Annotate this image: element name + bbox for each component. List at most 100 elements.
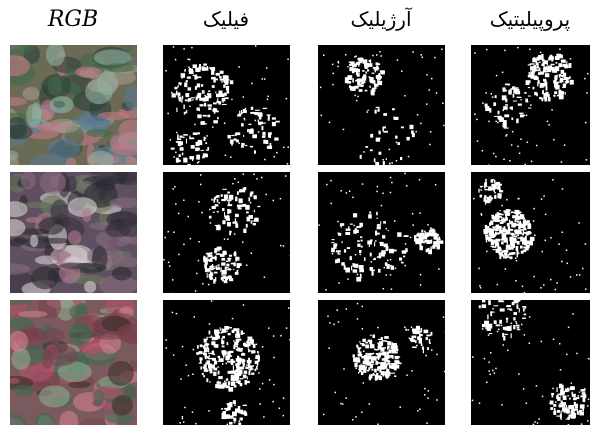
pixel [359, 154, 362, 159]
pixel [369, 344, 375, 349]
pixel [183, 48, 185, 50]
pixel [525, 81, 530, 85]
pixel [491, 214, 495, 220]
class-map [471, 45, 590, 165]
pixel [380, 252, 385, 257]
pixel [246, 216, 251, 222]
pixel [182, 421, 185, 423]
pixel [501, 71, 504, 74]
pixel [349, 67, 354, 72]
pixel [511, 235, 513, 237]
pixel [537, 72, 542, 75]
pixel [559, 369, 562, 371]
pixel [350, 61, 355, 65]
pixel [221, 340, 225, 344]
pixel [195, 147, 200, 151]
pixel [429, 227, 432, 230]
pixel [502, 300, 505, 303]
pixel [562, 392, 564, 397]
pixel [541, 395, 544, 398]
pixel [501, 95, 507, 101]
pixel [370, 239, 373, 242]
pixel [355, 416, 357, 418]
pixel [485, 227, 488, 231]
pixel [245, 223, 248, 228]
pixel [528, 316, 531, 318]
column-header: فیلیک [203, 7, 249, 31]
pixel [393, 116, 399, 121]
pixel [380, 75, 382, 79]
pixel [235, 358, 238, 362]
pixel [363, 369, 367, 373]
pixel [568, 64, 571, 67]
pixel [511, 86, 516, 89]
pixel [251, 82, 253, 85]
pixel [424, 230, 426, 233]
class-map [471, 300, 590, 425]
pixel [241, 359, 243, 362]
pixel [543, 93, 548, 97]
texture [123, 84, 137, 111]
pixel [546, 120, 549, 123]
pixel [541, 250, 544, 253]
pixel [419, 243, 422, 247]
pixel [427, 397, 429, 399]
pixel [242, 304, 245, 306]
pixel [501, 250, 505, 253]
pixel [489, 199, 492, 202]
pixel [585, 159, 588, 161]
pixel [357, 240, 360, 242]
pixel [407, 155, 410, 158]
pixel [335, 250, 341, 253]
pixel [189, 137, 195, 140]
pixel [356, 73, 360, 77]
texture [10, 330, 29, 352]
pixel [369, 214, 371, 216]
pixel [235, 256, 240, 261]
pixel [420, 241, 426, 244]
pixel [352, 263, 355, 267]
pixel [537, 55, 543, 60]
pixel [511, 211, 513, 213]
pixel [361, 411, 363, 414]
pixel [372, 357, 374, 360]
pixel [541, 97, 544, 102]
pixel [411, 132, 415, 138]
pixel [519, 236, 522, 239]
pixel [244, 410, 246, 413]
pixel [487, 323, 493, 329]
pixel [198, 241, 200, 243]
pixel [195, 141, 200, 147]
pixel [235, 196, 238, 202]
pixel [522, 215, 524, 218]
pixel [419, 284, 422, 286]
pixel [224, 81, 229, 85]
pixel [521, 285, 524, 288]
pixel [488, 361, 490, 364]
pixel [516, 218, 519, 221]
pixel [209, 222, 212, 224]
pixel [587, 420, 589, 422]
pixel [201, 66, 205, 71]
pixel [176, 90, 178, 96]
pixel [376, 185, 379, 188]
pixel [490, 93, 493, 95]
pixel [189, 237, 192, 240]
pixel [256, 178, 258, 180]
pixel [356, 318, 359, 320]
pixel [232, 365, 234, 371]
pixel [184, 68, 186, 71]
pixel [229, 230, 232, 236]
pixel [390, 372, 396, 374]
pixel [513, 100, 517, 102]
pixel [386, 351, 389, 355]
pixel [568, 397, 571, 400]
pixel [378, 252, 381, 258]
pixel [215, 196, 218, 199]
pixel [524, 92, 527, 94]
pixel [504, 49, 506, 52]
pixel [402, 262, 404, 264]
pixel [222, 275, 227, 279]
pixel [194, 123, 196, 126]
pixel [213, 108, 218, 112]
